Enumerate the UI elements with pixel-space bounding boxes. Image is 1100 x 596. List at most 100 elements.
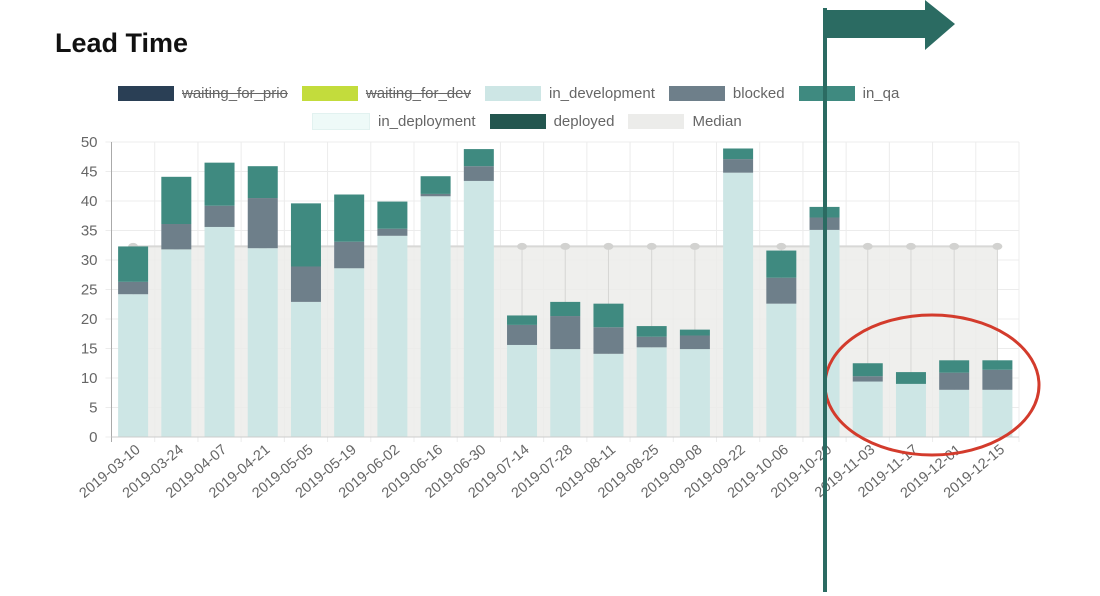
bar-blocked [939,372,970,390]
bar-in-qa [636,326,667,337]
bar-blocked [852,376,883,382]
bar-in-development [334,268,365,437]
median-point [517,242,528,250]
bar-in-qa [204,162,235,206]
bar-blocked [679,335,710,350]
bar-blocked [982,369,1013,390]
annotation-arrow-icon [823,0,955,50]
bar-blocked [161,224,192,250]
bar-blocked [420,193,451,197]
legend-label: Median [692,113,742,130]
legend-swatch [628,114,685,129]
legend-swatch [668,86,725,101]
bar-in-development [679,349,710,437]
bar-blocked [507,324,538,345]
bar-in-qa [852,363,883,377]
bar-blocked [550,316,581,350]
median-point [992,242,1003,250]
bar-in-development [723,172,754,437]
legend-swatch [484,86,541,101]
legend-item-in-deployment[interactable]: in_deployment [312,113,476,130]
bar-in-qa [247,166,278,199]
bar-in-qa [161,176,192,225]
bar-in-development [982,389,1013,437]
median-point [560,242,571,250]
bar-in-qa [377,201,408,229]
bar-in-development [766,303,797,437]
bar-in-qa [420,176,451,194]
y-tick-label: 50 [81,134,98,151]
y-tick-label: 20 [81,311,98,328]
bar-in-development [463,180,494,437]
legend-item-in-development[interactable]: in_development [484,85,655,102]
bar-in-qa [550,301,581,317]
y-tick-label: 35 [81,223,98,240]
bar-blocked [118,281,149,295]
legend-label: waiting_for_prio [182,85,288,102]
bar-in-development [593,353,624,437]
bar-in-qa [982,360,1013,370]
bar-in-development [507,344,538,437]
bar-in-qa [507,315,538,325]
bar-in-qa [334,194,365,242]
bar-blocked [290,266,321,302]
bar-in-qa [895,372,926,384]
bar-blocked [377,228,408,236]
median-point [646,242,657,250]
bar-in-qa [463,149,494,167]
median-point [776,242,787,250]
legend-swatch [312,113,370,130]
bar-in-development [118,294,149,437]
bar-in-development [161,249,192,437]
bar-in-development [290,301,321,437]
bar-blocked [204,205,235,227]
bar-blocked [463,166,494,181]
legend-label: in_development [548,85,655,102]
bar-blocked [766,277,797,304]
bar-in-development [377,235,408,437]
bar-in-qa [118,246,149,282]
legend-label: in_deployment [378,113,476,130]
bar-in-qa [939,360,970,373]
bar-in-development [939,389,970,437]
y-tick-label: 5 [89,400,97,417]
legend-label: blocked [732,85,785,102]
bar-in-development [247,248,278,437]
legend-swatch [118,86,174,101]
y-tick-label: 15 [81,341,98,358]
bar-blocked [334,241,365,269]
legend-item-deployed[interactable]: deployed [489,113,615,130]
bar-blocked [593,327,624,354]
legend-item-median[interactable]: Median [628,113,742,130]
legend-label: waiting_for_dev [365,85,471,102]
bar-in-development [204,226,235,437]
bar-in-development [550,349,581,437]
legend-item-blocked[interactable]: blocked [668,85,785,102]
bar-in-development [420,196,451,437]
bar-in-qa [723,148,754,160]
bar-in-development [895,383,926,437]
median-point [862,242,873,250]
legend-swatch [489,114,546,129]
y-tick-label: 40 [81,193,98,210]
legend-swatch [301,86,358,101]
chart-title: Lead Time [55,28,189,58]
legend-item-waiting-for-dev[interactable]: waiting_for_dev [301,85,471,102]
legend-label: in_qa [862,85,900,102]
median-point [949,242,960,250]
bar-in-qa [290,203,321,267]
bar-blocked [636,336,667,348]
bar-in-qa [679,329,710,336]
legend-label: deployed [553,113,615,130]
bar-blocked [247,198,278,249]
y-tick-label: 30 [81,252,98,269]
bar-in-development [636,347,667,437]
bar-in-qa [593,303,624,328]
legend-row-2: in_deployment deployed Median [312,113,756,130]
y-tick-label: 10 [81,370,98,387]
bar-in-qa [766,250,797,278]
legend-item-waiting-for-prio[interactable]: waiting_for_prio [118,85,288,102]
y-tick-label: 0 [89,429,97,446]
y-tick-label: 25 [81,282,98,299]
